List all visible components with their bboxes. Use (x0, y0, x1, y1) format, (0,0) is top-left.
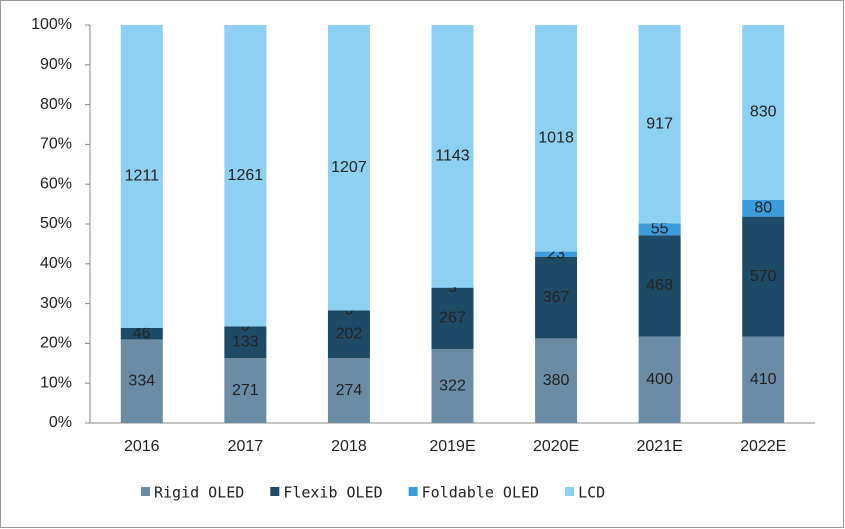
bar-segment (535, 338, 578, 423)
legend-label: LCD (578, 484, 605, 502)
x-tick-label: 2017 (228, 438, 264, 455)
bar-segment (535, 25, 578, 252)
x-tick-label: 2022E (740, 438, 786, 455)
bar-segment (535, 256, 578, 339)
bar-segment (327, 358, 370, 423)
bar-segment (431, 287, 474, 350)
data-label: 133 (232, 334, 259, 351)
y-tick-label: 10% (40, 374, 72, 391)
data-label: 55 (651, 221, 669, 238)
x-tick-label: 2020E (533, 438, 579, 455)
bar-segment (742, 25, 785, 200)
bar-segment (431, 287, 474, 288)
bar-segment (535, 251, 578, 257)
y-tick-label: 90% (40, 56, 72, 73)
data-label: 400 (646, 371, 673, 388)
bar-segment (120, 339, 163, 423)
data-label: 380 (543, 372, 570, 389)
bar-segment (327, 310, 370, 359)
data-label: 410 (750, 371, 777, 388)
data-label: 1143 (435, 147, 470, 164)
data-label: 830 (750, 104, 777, 121)
data-label: 46 (133, 325, 151, 342)
x-tick-label: 2021E (637, 438, 683, 455)
x-tick-label: 2016 (124, 438, 160, 455)
bar-segment (742, 336, 785, 423)
data-label: 367 (543, 289, 570, 306)
legend-swatch (408, 487, 418, 496)
data-label: 468 (646, 277, 673, 294)
legend-label: Foldable OLED (422, 484, 539, 502)
legend-label: Flexib OLED (283, 484, 382, 502)
data-label: 1211 (125, 168, 160, 185)
data-label: 202 (336, 326, 363, 343)
y-tick-label: 30% (40, 295, 72, 312)
legend-label: Rigid OLED (154, 484, 244, 502)
bar-segment (224, 358, 267, 423)
data-label: 1261 (228, 167, 264, 184)
bar-segment (224, 25, 267, 327)
legend-swatch (141, 487, 150, 496)
data-label: 917 (646, 115, 673, 132)
data-label: 570 (750, 268, 777, 285)
data-label: 271 (232, 382, 259, 399)
y-tick-label: 0% (49, 414, 72, 431)
legend-swatch (270, 487, 280, 496)
bar-segment (638, 235, 681, 337)
y-tick-label: 20% (40, 335, 72, 352)
data-label: 267 (439, 310, 466, 327)
y-tick-label: 40% (40, 255, 72, 272)
bar-segment (742, 216, 785, 337)
data-label: 3 (448, 279, 457, 296)
bar-segment (431, 349, 474, 423)
data-label: 80 (754, 199, 772, 216)
x-tick-label: 2018 (331, 438, 367, 455)
bar-segment (327, 25, 370, 311)
legend-swatch (565, 487, 575, 496)
bar-segment (431, 25, 474, 288)
data-label: 334 (128, 372, 155, 389)
y-tick-label: 60% (40, 175, 72, 192)
data-label: 1207 (331, 159, 367, 176)
bar-segment (638, 223, 681, 236)
bar-segment (120, 25, 163, 328)
bar-segment (638, 25, 681, 224)
y-tick-label: 100% (31, 16, 72, 33)
data-label: 274 (336, 382, 363, 399)
bar-segment (638, 336, 681, 423)
bar-segment (120, 327, 163, 340)
bar-segment (742, 199, 785, 217)
data-label: 322 (439, 377, 466, 394)
x-tick-label: 2019E (429, 438, 475, 455)
data-label: 1018 (538, 130, 574, 147)
y-tick-label: 50% (40, 215, 72, 232)
y-tick-label: 80% (40, 96, 72, 113)
y-tick-label: 70% (40, 136, 72, 153)
bar-segment (224, 326, 267, 359)
